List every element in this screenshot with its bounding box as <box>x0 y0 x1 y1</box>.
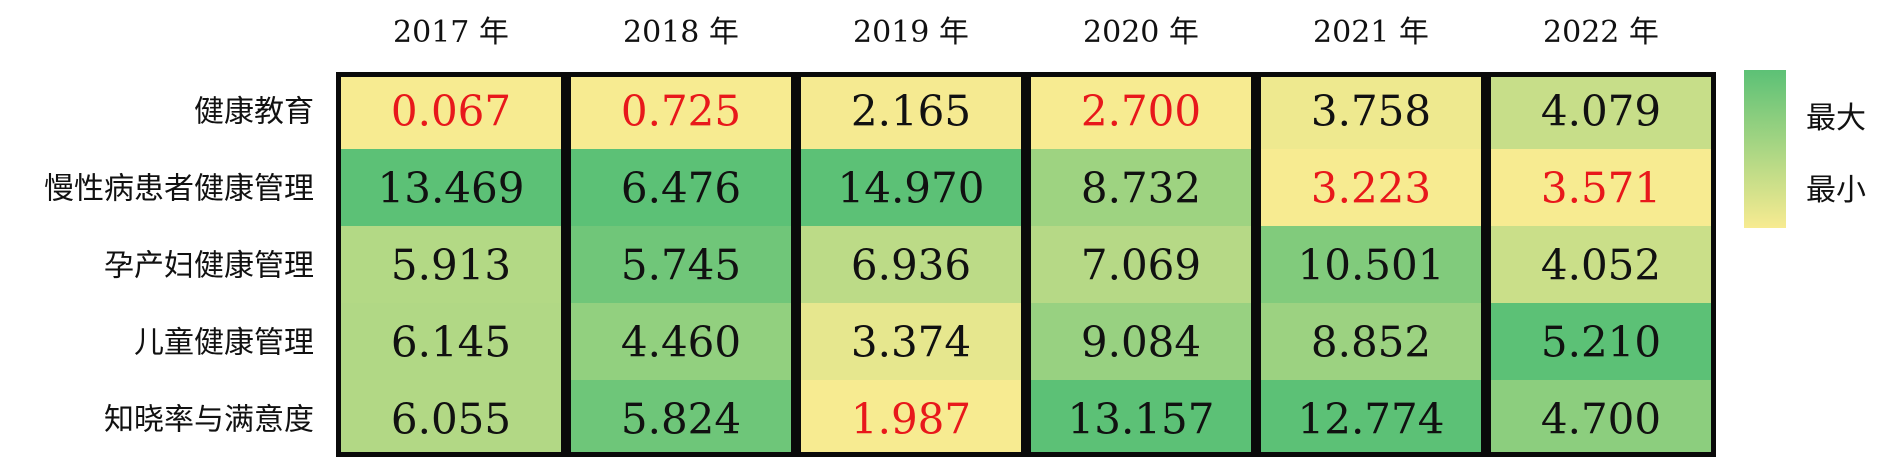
year-label: 2021 年 <box>1313 15 1429 50</box>
cell-value-label: 6.055 <box>391 395 511 444</box>
heatmap-cell <box>796 72 1026 149</box>
heatmap-cell <box>1256 303 1486 380</box>
year-label: 2019 年 <box>853 15 969 50</box>
heatmap-cell <box>566 226 796 303</box>
cell-value-label: 6.936 <box>851 241 971 290</box>
cell-value-label: 8.852 <box>1311 318 1431 367</box>
cell-value-label: 5.745 <box>621 241 741 290</box>
column-border <box>336 72 566 457</box>
heatmap-cell <box>796 303 1026 380</box>
cell-value-label: 4.052 <box>1541 241 1661 290</box>
cell-value-label: 13.157 <box>1068 395 1215 444</box>
row-label: 儿童健康管理 <box>134 326 314 361</box>
column-border <box>796 72 1026 457</box>
legend-max-label: 最大 <box>1806 101 1866 136</box>
heatmap-cell <box>1486 72 1716 149</box>
column-borders <box>336 72 1716 457</box>
cell-value-label: 0.067 <box>391 87 511 136</box>
cell-value-label: 5.824 <box>621 395 741 444</box>
heatmap-cell <box>1026 226 1256 303</box>
year-label: 2018 年 <box>623 15 739 50</box>
heatmap-cell <box>796 149 1026 226</box>
heatmap-cell <box>1486 380 1716 457</box>
row-label: 慢性病患者健康管理 <box>44 172 314 207</box>
year-labels: 2017 年 2018 年 2019 年 2020 年 2021 年 2022 年 <box>393 15 1659 50</box>
heatmap-cell <box>1486 149 1716 226</box>
heatmap-cell <box>566 380 796 457</box>
heatmap-cell <box>566 149 796 226</box>
row-label: 健康教育 <box>194 95 314 130</box>
column-border <box>1026 72 1256 457</box>
heatmap-cell <box>1026 72 1256 149</box>
cell-value-label: 5.210 <box>1541 318 1661 367</box>
heatmap-cell <box>1026 303 1256 380</box>
heatmap-cell <box>566 303 796 380</box>
cell-value-label: 3.223 <box>1311 164 1431 213</box>
cell-value-label: 9.084 <box>1081 318 1201 367</box>
cell-value-label: 2.700 <box>1081 87 1201 136</box>
cell-value-label: 6.145 <box>391 318 511 367</box>
row-label: 孕产妇健康管理 <box>104 249 314 284</box>
heatmap-cell <box>336 226 566 303</box>
heatmap-cell <box>566 72 796 149</box>
cell-value-label: 4.079 <box>1541 87 1661 136</box>
heatmap-cell <box>1256 149 1486 226</box>
heatmap-cell <box>1486 303 1716 380</box>
year-label: 2022 年 <box>1543 15 1659 50</box>
heatmap-cell <box>1486 226 1716 303</box>
cell-value-label: 14.970 <box>838 164 985 213</box>
heatmap-cell <box>796 226 1026 303</box>
cell-value-label: 1.987 <box>851 395 971 444</box>
cell-value-label: 4.700 <box>1541 395 1661 444</box>
heatmap-cells: 0.067 13.469 5.913 6.145 6.055 0.725 6.476 5.74… <box>336 72 1716 457</box>
row-label: 知晓率与满意度 <box>104 403 314 438</box>
column-border <box>566 72 796 457</box>
heatmap-cell <box>336 380 566 457</box>
heatmap-cell <box>336 72 566 149</box>
heatmap-cell <box>1026 380 1256 457</box>
heatmap-cell <box>796 380 1026 457</box>
cell-value-label: 2.165 <box>851 87 971 136</box>
cell-value-label: 8.732 <box>1081 164 1201 213</box>
cell-value-label: 3.571 <box>1541 164 1661 213</box>
cell-value-label: 10.501 <box>1298 241 1445 290</box>
heatmap-cell <box>1256 226 1486 303</box>
legend-gradient-bar <box>1744 70 1786 228</box>
cell-value-label: 7.069 <box>1081 241 1201 290</box>
heatmap-cell <box>1256 72 1486 149</box>
cell-value-label: 5.913 <box>391 241 511 290</box>
cell-value-label: 0.725 <box>621 87 741 136</box>
heatmap-cell <box>336 149 566 226</box>
cell-value-label: 4.460 <box>621 318 741 367</box>
legend-min-label: 最小 <box>1806 173 1866 208</box>
heatmap-cell <box>336 303 566 380</box>
year-label: 2020 年 <box>1083 15 1199 50</box>
heatmap-cell <box>1256 380 1486 457</box>
cell-value-label: 12.774 <box>1298 395 1445 444</box>
column-border <box>1486 72 1716 457</box>
heatmap-cell <box>1026 149 1256 226</box>
cell-value-label: 3.758 <box>1311 87 1431 136</box>
cell-value-label: 3.374 <box>851 318 971 367</box>
cell-value-label: 6.476 <box>621 164 741 213</box>
column-border <box>1256 72 1486 457</box>
year-label: 2017 年 <box>393 15 509 50</box>
cell-value-label: 13.469 <box>378 164 525 213</box>
color-legend: 最大 最小 <box>1744 70 1866 228</box>
